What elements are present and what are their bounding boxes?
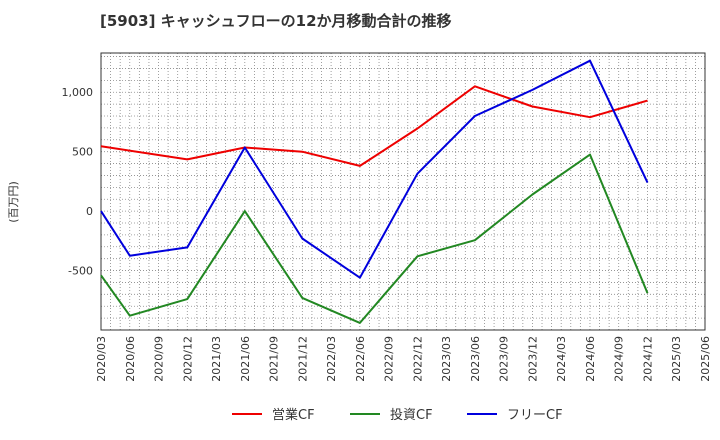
legend-label: 投資CF xyxy=(390,407,433,423)
x-tick-label: 2024/09 xyxy=(613,336,626,382)
series-line xyxy=(101,61,648,278)
series-line xyxy=(101,86,648,166)
y-tick-label: -500 xyxy=(68,265,93,278)
x-tick-label: 2021/06 xyxy=(239,336,252,382)
chart-container: [5903] キャッシュフローの12か月移動合計の推移 -500 0 500 1,00… xyxy=(0,0,720,440)
y-tick-label: 500 xyxy=(72,146,93,159)
plot-frame xyxy=(101,53,705,330)
y-axis-label: (百万円) xyxy=(7,181,20,223)
y-tick-label: 1,000 xyxy=(62,86,94,99)
y-tick-label: 0 xyxy=(86,205,93,218)
x-tick-label: 2021/09 xyxy=(268,336,281,382)
grid xyxy=(101,53,705,330)
x-tick-label: 2023/06 xyxy=(469,336,482,382)
x-tick-label: 2024/03 xyxy=(555,336,568,382)
x-tick-label: 2020/12 xyxy=(181,336,194,382)
axes: -500 0 500 1,000 2020/03 2020/06 2020/09 2020/1… xyxy=(62,53,713,382)
x-tick-label: 2023/09 xyxy=(498,336,511,382)
legend: 営業CF 投資CF フリーCF xyxy=(232,407,563,423)
series-line xyxy=(101,155,648,323)
x-tick-label: 2020/06 xyxy=(124,336,137,382)
x-tick-label: 2022/09 xyxy=(383,336,396,382)
x-tick-label: 2020/09 xyxy=(153,336,166,382)
x-tick-label: 2021/12 xyxy=(296,336,309,382)
x-tick-label: 2024/06 xyxy=(584,336,597,382)
line-chart: -500 0 500 1,000 2020/03 2020/06 2020/09 2020/1… xyxy=(0,0,720,440)
x-tick-label: 2020/03 xyxy=(95,336,108,382)
x-tick-label: 2023/03 xyxy=(440,336,453,382)
x-tick-label: 2025/06 xyxy=(699,336,712,382)
x-tick-label: 2025/03 xyxy=(670,336,683,382)
x-tick-label: 2024/12 xyxy=(641,336,654,382)
legend-label: 営業CF xyxy=(272,407,315,423)
x-tick-label: 2022/06 xyxy=(354,336,367,382)
x-tick-label: 2023/12 xyxy=(526,336,539,382)
x-tick-label: 2021/03 xyxy=(210,336,223,382)
x-tick-label: 2022/03 xyxy=(325,336,338,382)
series xyxy=(101,61,648,323)
legend-label: フリーCF xyxy=(507,408,563,423)
x-tick-label: 2022/12 xyxy=(411,336,424,382)
